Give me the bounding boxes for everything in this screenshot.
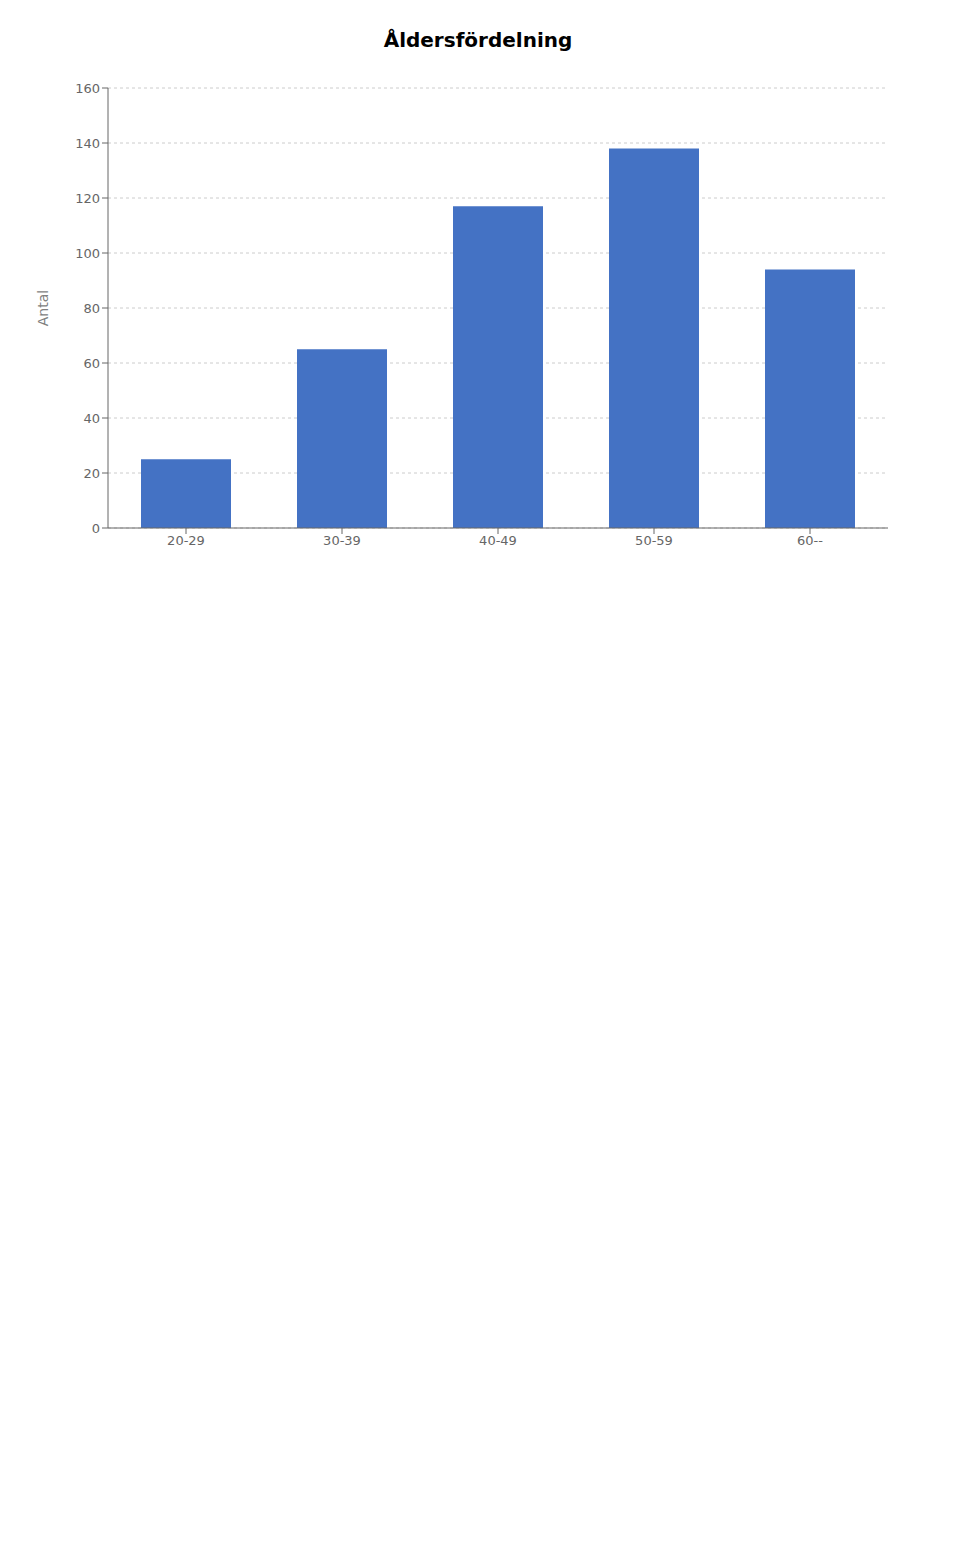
svg-text:60: 60 [83,356,100,371]
svg-text:40: 40 [83,411,100,426]
svg-text:140: 140 [75,136,100,151]
svg-text:160: 160 [75,81,100,96]
html-text:Åldersfördelning: Åldersfördelning [383,28,573,52]
svg-text:100: 100 [75,246,100,261]
svg-text:30-39: 30-39 [323,533,361,548]
svg-text:20: 20 [83,466,100,481]
svg-text:120: 120 [75,191,100,206]
svg-text:50-59: 50-59 [635,533,673,548]
svg-text:80: 80 [83,301,100,316]
svg-text:Antal: Antal [35,290,51,326]
svg-text:40-49: 40-49 [479,533,517,548]
svg-text:0: 0 [92,521,100,536]
svg-text:60--: 60-- [797,533,823,548]
svg-text:20-29: 20-29 [167,533,205,548]
